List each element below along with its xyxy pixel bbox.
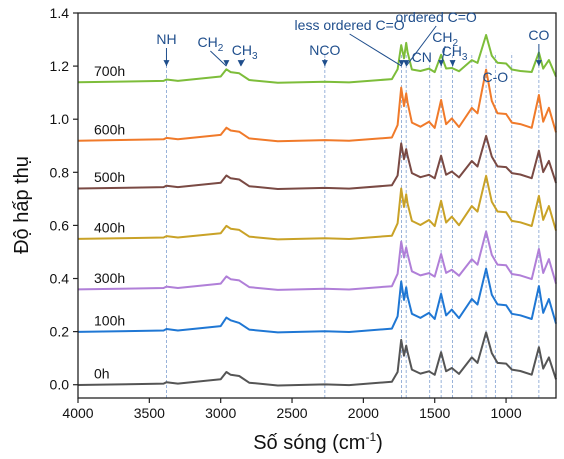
annotation-label: CH2 bbox=[197, 34, 223, 54]
spectra-series bbox=[77, 34, 557, 387]
annotation-label: NCO bbox=[309, 42, 340, 58]
x-tick-label: 2500 bbox=[276, 405, 307, 421]
y-tick-label: 0.0 bbox=[50, 377, 70, 393]
y-axis-title: Độ hấp thụ bbox=[11, 156, 33, 254]
x-tick-label: 3000 bbox=[205, 405, 236, 421]
series-label-400h: 400h bbox=[94, 220, 125, 236]
annotation-arrowhead bbox=[403, 60, 410, 67]
series-label-100h: 100h bbox=[94, 313, 125, 329]
annotation-arrowhead bbox=[535, 60, 542, 67]
y-tick-label: 0.8 bbox=[50, 164, 70, 180]
annotation-arrowhead bbox=[237, 60, 244, 67]
x-axis-title-superscript: -1 bbox=[365, 430, 376, 444]
y-tick-label: 0.6 bbox=[50, 217, 70, 233]
annotation-label: CH3 bbox=[442, 43, 468, 63]
series-line-300h bbox=[77, 230, 557, 291]
y-tick-label: 1.4 bbox=[50, 5, 70, 21]
plot-frame bbox=[77, 12, 557, 399]
y-tick-label: 0.4 bbox=[50, 271, 70, 287]
annotation-arrowhead bbox=[321, 60, 328, 67]
annotation-arrow bbox=[349, 33, 402, 67]
y-axis: 0.0 0.2 0.4 0.6 0.8 1.0 1.2 1.4 bbox=[50, 5, 78, 393]
y-tick-label: 1.0 bbox=[50, 111, 70, 127]
annotation-arrowhead bbox=[398, 60, 405, 67]
series-label-700h: 700h bbox=[94, 63, 125, 79]
annotation-arrowhead bbox=[438, 60, 445, 67]
y-tick-label: 0.2 bbox=[50, 324, 70, 340]
annotation-arrow bbox=[405, 25, 437, 67]
series-label-600h: 600h bbox=[94, 121, 125, 137]
annotation-label: NH bbox=[156, 31, 176, 47]
series-label-500h: 500h bbox=[94, 169, 125, 185]
annotation-arrowhead bbox=[163, 60, 170, 67]
x-tick-label: 1000 bbox=[490, 405, 521, 421]
annotation-label: C-O bbox=[483, 69, 509, 85]
x-axis-title: Số sóng (cm-1) bbox=[253, 430, 383, 454]
annotation-label: CH2 bbox=[432, 29, 458, 49]
series-label-300h: 300h bbox=[94, 270, 125, 286]
series-line-600h bbox=[77, 68, 557, 143]
annotation-label: CO bbox=[528, 27, 549, 43]
x-tick-label: 1500 bbox=[419, 405, 450, 421]
x-axis: 4000 3500 3000 2500 2000 1500 1000 bbox=[62, 398, 522, 421]
annotation-arrowhead bbox=[449, 60, 456, 67]
series-labels: 0h 100h 300h 400h 500h 600h 700h bbox=[94, 63, 125, 382]
annotation-arrow bbox=[240, 58, 246, 67]
series-label-0h: 0h bbox=[94, 366, 110, 382]
y-tick-label: 1.2 bbox=[50, 58, 70, 74]
series-line-500h bbox=[77, 134, 557, 190]
x-tick-label: 4000 bbox=[62, 405, 93, 421]
annotation-label: less ordered C=O bbox=[295, 17, 405, 33]
x-tick-label: 2000 bbox=[348, 405, 379, 421]
annotation-arrowhead bbox=[223, 60, 230, 67]
series-line-400h bbox=[77, 174, 557, 241]
annotation-arrow bbox=[210, 50, 227, 67]
series-line-100h bbox=[77, 267, 557, 334]
annotation-label: CH3 bbox=[232, 42, 258, 62]
series-line-700h bbox=[77, 34, 557, 84]
annotation-label: ordered C=O bbox=[396, 9, 477, 25]
x-tick-label: 3500 bbox=[134, 405, 165, 421]
annotation-label: CN bbox=[412, 49, 432, 65]
series-line-0h bbox=[77, 331, 557, 387]
